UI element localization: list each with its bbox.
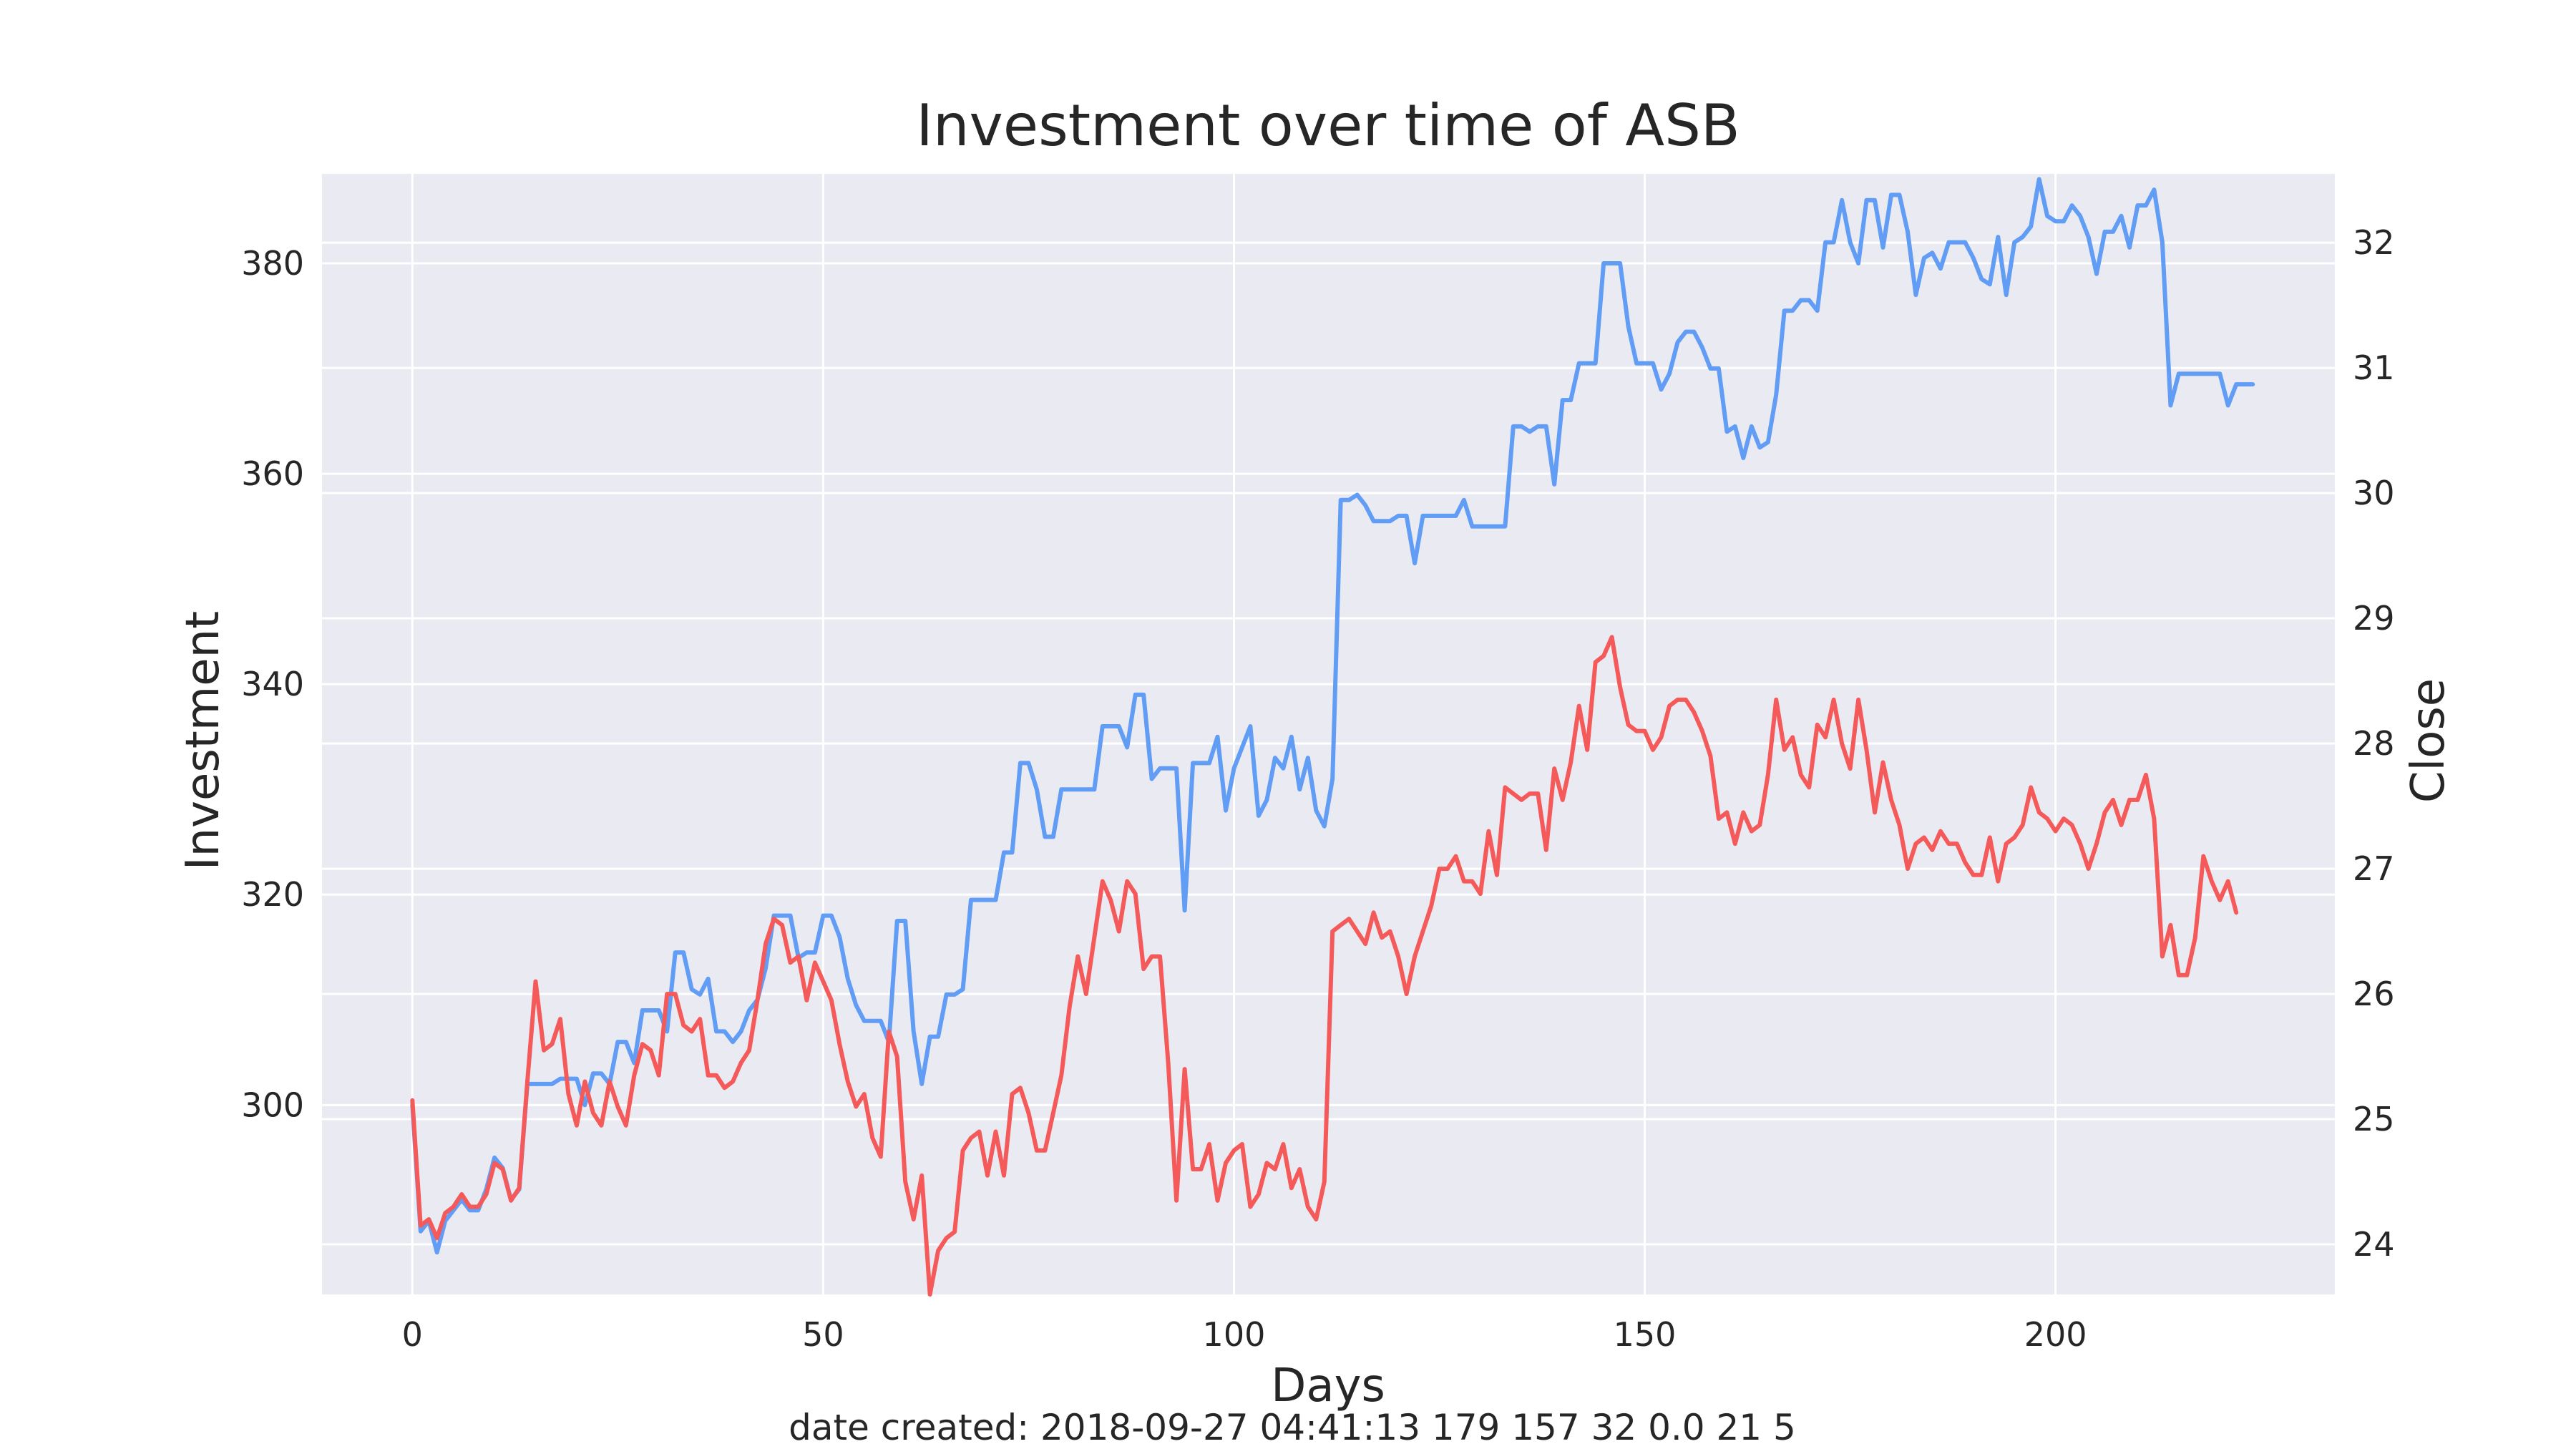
x-tick-label: 200 [2024, 1315, 2087, 1354]
x-tick-label: 100 [1203, 1315, 1266, 1354]
y-right-tick-label: 28 [2353, 724, 2395, 763]
close-series-line [410, 635, 2239, 1297]
y-right-axis-label: Close [2402, 678, 2455, 803]
series-layer [410, 177, 2255, 1297]
y-right-tick-label: 26 [2353, 975, 2395, 1013]
y-right-tick-label: 32 [2353, 223, 2395, 262]
y-right-tick-label: 30 [2353, 474, 2395, 512]
x-axis-label: Days [1271, 1360, 1385, 1413]
chart-title: Investment over time of ASB [916, 92, 1740, 159]
x-tick-label: 0 [402, 1315, 423, 1354]
x-tick-label: 150 [1614, 1315, 1677, 1354]
y-left-tick-labels: 300 320 340 360 380 [241, 244, 304, 1124]
y-right-tick-label: 29 [2353, 599, 2395, 638]
x-tick-label: 50 [802, 1315, 844, 1354]
y-right-tick-label: 27 [2353, 849, 2395, 888]
y-left-tick-label: 300 [241, 1085, 304, 1124]
y-left-tick-label: 340 [241, 665, 304, 703]
y-right-tick-label: 24 [2353, 1225, 2395, 1264]
investment-series-line [410, 177, 2255, 1255]
y-right-tick-labels: 24 25 26 27 28 29 30 31 32 [2353, 223, 2395, 1264]
x-tick-labels: 0 50 100 150 200 [402, 1315, 2087, 1354]
y-left-tick-label: 320 [241, 875, 304, 914]
plot-background [322, 174, 2335, 1294]
footer-date-created: date created: 2018-09-27 04:41:13 179 15… [789, 1407, 1796, 1448]
y-left-tick-label: 360 [241, 454, 304, 493]
y-right-tick-label: 31 [2353, 348, 2395, 387]
y-left-axis-label: Investment [177, 611, 230, 871]
y-left-tick-label: 380 [241, 244, 304, 283]
y-right-tick-label: 25 [2353, 1100, 2395, 1138]
